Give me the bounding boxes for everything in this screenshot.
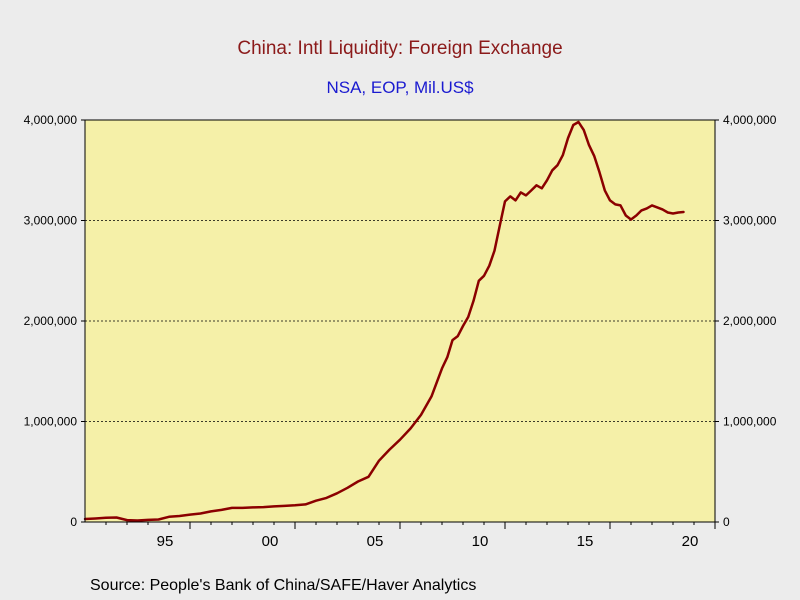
x-tick-label: 15 bbox=[577, 533, 594, 550]
plot-frame bbox=[84, 119, 716, 523]
y-tick-label-left: 3,000,000 bbox=[24, 214, 78, 228]
y-tick-label-right: 1,000,000 bbox=[723, 415, 777, 429]
x-tick-label: 00 bbox=[262, 533, 279, 550]
x-tick-label: 05 bbox=[367, 533, 384, 550]
x-tick-label: 10 bbox=[472, 533, 489, 550]
chart-subtitle: NSA, EOP, Mil.US$ bbox=[326, 78, 474, 97]
y-tick-label-left: 4,000,000 bbox=[24, 113, 78, 127]
chart-title: China: Intl Liquidity: Foreign Exchange bbox=[237, 38, 563, 59]
y-tick-label-left: 2,000,000 bbox=[24, 314, 78, 328]
y-tick-label-left: 1,000,000 bbox=[24, 415, 78, 429]
y-tick-label-right: 4,000,000 bbox=[723, 113, 777, 127]
series-line bbox=[83, 120, 685, 522]
y-tick-label-right: 2,000,000 bbox=[723, 314, 777, 328]
y-tick-label-right: 3,000,000 bbox=[723, 214, 777, 228]
y-tick-label-left: 0 bbox=[70, 515, 77, 529]
chart-source: Source: People's Bank of China/SAFE/Have… bbox=[90, 577, 477, 594]
y-tick-label-right: 0 bbox=[723, 515, 730, 529]
x-tick-label: 20 bbox=[682, 533, 699, 550]
x-tick-label: 95 bbox=[157, 533, 174, 550]
plot-area bbox=[85, 120, 715, 522]
